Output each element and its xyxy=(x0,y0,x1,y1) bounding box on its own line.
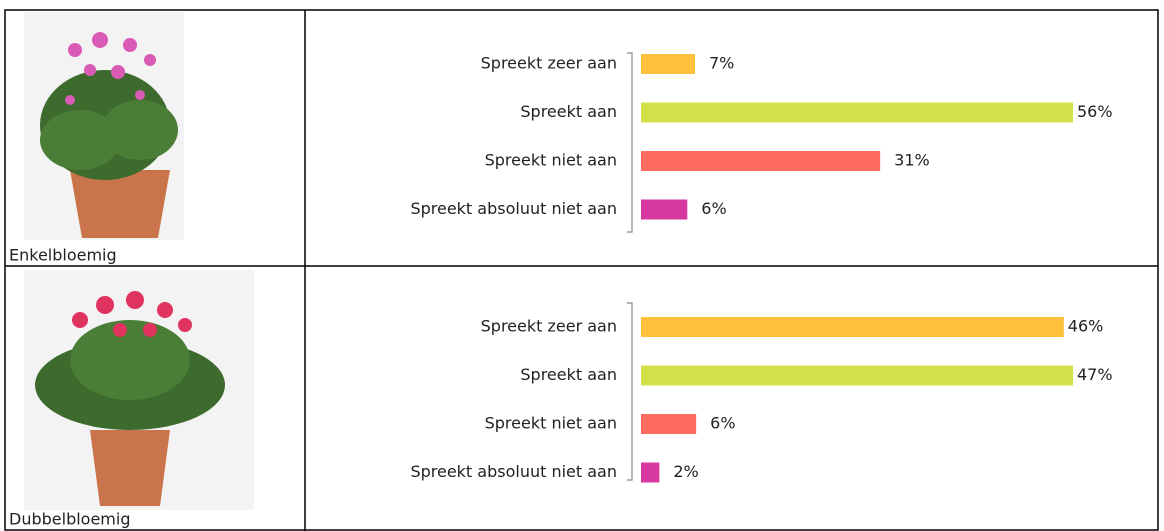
category-label: Spreekt zeer aan xyxy=(481,54,617,73)
bar xyxy=(641,462,660,483)
bar xyxy=(641,317,1064,337)
category-label: Spreekt absoluut niet aan xyxy=(410,462,617,481)
category-label: Spreekt absoluut niet aan xyxy=(410,199,617,218)
bar xyxy=(641,102,1073,123)
category-label: Spreekt aan xyxy=(520,102,617,121)
plant-photo xyxy=(24,12,184,240)
value-label: 31% xyxy=(894,151,930,170)
category-label: Spreekt aan xyxy=(520,365,617,384)
bar xyxy=(641,365,1073,386)
category-label: Spreekt niet aan xyxy=(485,151,617,170)
value-label: 7% xyxy=(709,54,734,73)
value-label: 56% xyxy=(1077,102,1113,121)
value-label: 2% xyxy=(673,462,698,481)
value-label: 6% xyxy=(701,199,726,218)
value-label: 6% xyxy=(710,414,735,433)
bracket xyxy=(627,52,633,233)
bar xyxy=(641,151,881,171)
bar xyxy=(641,414,697,434)
table-grid xyxy=(4,9,1159,531)
plant-photo xyxy=(24,270,254,510)
row-caption: Dubbelbloemig xyxy=(9,510,130,529)
category-label: Spreekt zeer aan xyxy=(481,317,617,336)
value-label: 47% xyxy=(1077,365,1113,384)
row-caption: Enkelbloemig xyxy=(9,246,117,265)
category-label: Spreekt niet aan xyxy=(485,414,617,433)
bar xyxy=(641,199,688,220)
value-label: 46% xyxy=(1068,317,1104,336)
bar xyxy=(641,54,695,74)
bracket xyxy=(627,302,633,481)
